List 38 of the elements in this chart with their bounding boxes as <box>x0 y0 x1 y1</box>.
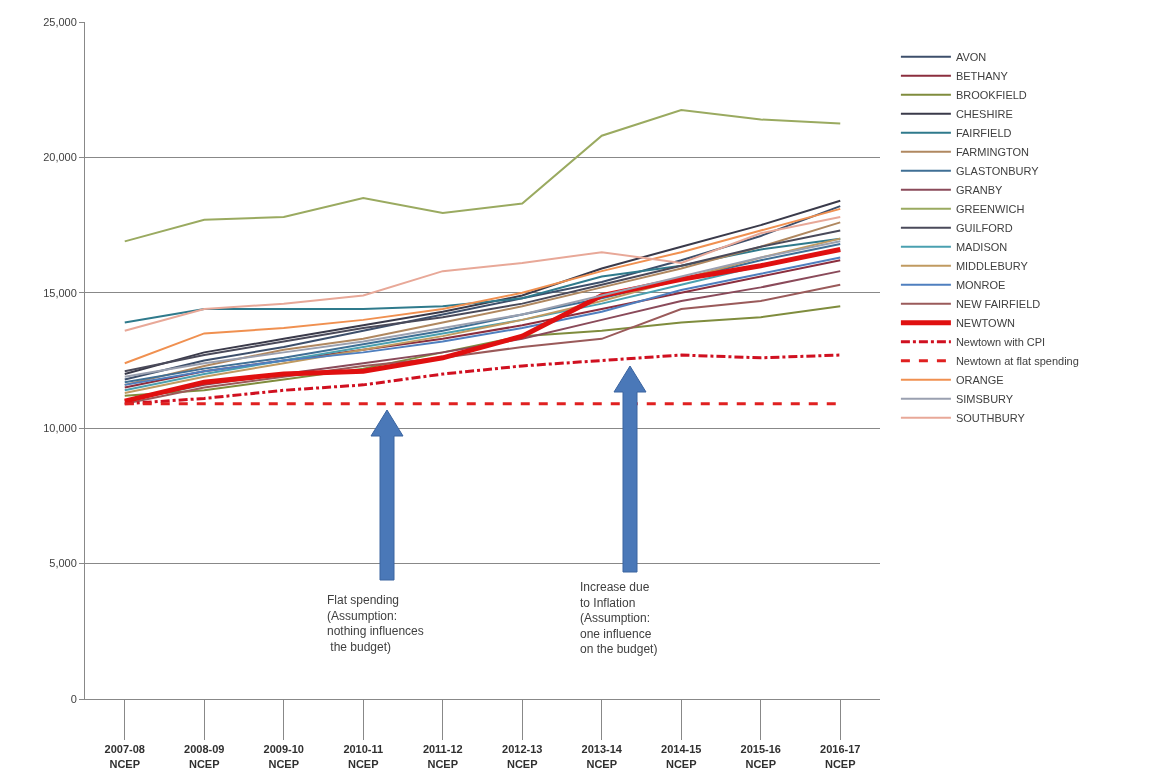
legend-label: NEW FAIRFIELD <box>955 298 1041 311</box>
legend-label: BETHANY <box>955 70 1009 83</box>
legend-label: GREENWICH <box>955 203 1025 216</box>
y-tick-label: 0 <box>70 692 77 705</box>
x-tick-label: 2011-12 NCEP <box>422 743 463 770</box>
annotation: Flat spending (Assumption: nothing influences the budget) <box>327 593 424 654</box>
legend-label: MIDDLEBURY <box>955 260 1029 273</box>
x-tick-label: 2008-09 NCEP <box>184 743 225 770</box>
x-tick-label: 2016-17 NCEP <box>820 743 861 770</box>
annotation: Increase due to Inflation (Assumption: one influence on the budget) <box>580 580 658 657</box>
x-tick-label: 2010-11 NCEP <box>343 743 384 770</box>
legend-label: Newtown with CPI <box>955 336 1046 349</box>
legend-label: GRANBY <box>955 184 1004 197</box>
legend-label: SIMSBURY <box>955 393 1014 406</box>
legend-label: MADISON <box>955 241 1008 254</box>
x-tick-label: 2012-13 NCEP <box>502 743 543 770</box>
legend-label: Newtown at flat spending <box>955 355 1079 368</box>
legend-label: SOUTHBURY <box>955 412 1026 425</box>
legend-label: NEWTOWN <box>955 317 1016 330</box>
legend-label: AVON <box>955 51 987 64</box>
legend-label: MONROE <box>955 279 1006 292</box>
x-tick-label: 2015-16 NCEP <box>740 743 781 770</box>
legend-label: GUILFORD <box>955 222 1013 235</box>
legend-label: BROOKFIELD <box>955 89 1027 102</box>
y-tick-label: 25,000 <box>43 15 77 28</box>
legend-label: FAIRFIELD <box>955 127 1012 140</box>
x-tick-label: 2007-08 NCEP <box>104 743 145 770</box>
x-tick-label: 2009-10 NCEP <box>263 743 304 770</box>
legend-label: FARMINGTON <box>955 146 1030 159</box>
y-tick-label: 20,000 <box>43 151 77 164</box>
y-tick-label: 10,000 <box>43 422 77 435</box>
legend-label: CHESHIRE <box>955 108 1013 121</box>
x-tick-label: 2014-15 NCEP <box>661 743 702 770</box>
y-tick-label: 5,000 <box>49 557 77 570</box>
legend-label: GLASTONBURY <box>955 165 1040 178</box>
y-tick-label: 15,000 <box>43 286 77 299</box>
x-tick-label: 2013-14 NCEP <box>581 743 623 770</box>
legend-label: ORANGE <box>955 374 1004 387</box>
